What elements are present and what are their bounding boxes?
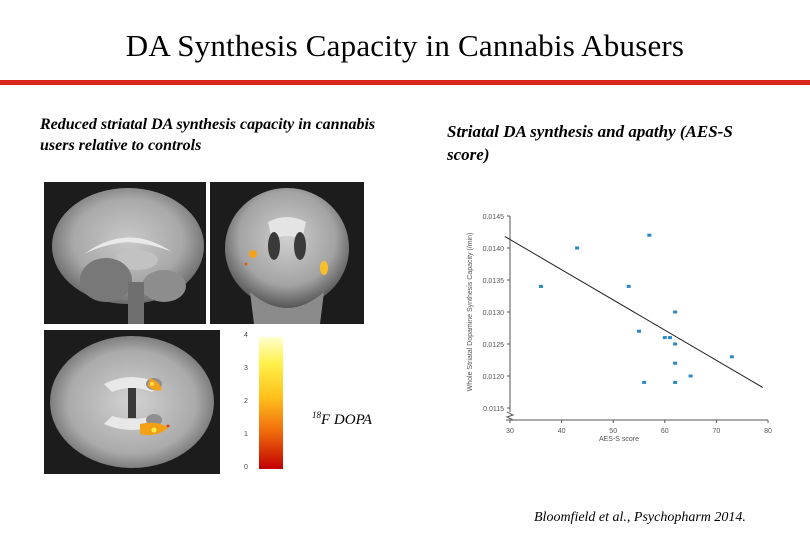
colorbar-tick: 4 [244,332,248,339]
data-point [673,380,678,384]
scatter-plot: 0.0115 0.0120 0.0125 0.0130 0.0135 0.0140 0.01… [467,214,772,443]
data-point [647,233,652,237]
y-tick-label: 0.0140 [483,246,505,253]
title-divider [0,80,810,85]
data-point [673,342,678,346]
trend-line [504,236,764,388]
data-point [642,380,647,384]
right-caption: Striatal DA synthesis and apathy (AES-S … [447,122,733,164]
axis-break-mark [505,411,515,421]
data-point [538,284,543,288]
colorbar-tick: 1 [244,431,248,438]
data-point [688,374,693,378]
x-tick-label: 60 [661,428,669,435]
colorbar-tick: 2 [244,398,248,405]
data-point [667,336,672,340]
slide-title: DA Synthesis Capacity in Cannabis Abuser… [125,28,685,63]
y-axis-label: Whole Striatal Dopamine Synthesis Capaci… [467,233,474,392]
x-tick-label: 70 [713,428,721,435]
x-axis-label: AES-S score [599,436,639,443]
data-point [575,246,580,250]
intensity-colorbar [259,337,283,469]
y-tick-label: 0.0130 [483,310,505,317]
data-point [662,336,667,340]
data-point [626,284,631,288]
x-tick-label: 40 [558,428,566,435]
brain-scan-figure: 4 3 2 1 0 [40,180,368,476]
data-point [637,329,641,333]
coronal-brain-slice [210,182,364,324]
sagittal-brain-slice [44,182,206,324]
data-point [729,355,734,359]
y-tick-label: 0.0135 [483,278,505,285]
x-tick-label: 50 [609,428,617,435]
tracer-name: F DOPA [321,412,372,428]
x-tick-label: 30 [506,428,514,435]
x-tick-label: 80 [764,428,772,435]
axial-brain-slice [44,330,220,474]
y-tick-label: 0.0120 [483,374,505,381]
y-tick-label: 0.0115 [483,406,504,413]
citation: Bloomfield et al., Psychopharm 2014. [534,510,746,525]
colorbar-tick: 0 [244,464,248,471]
y-tick-label: 0.0145 [483,214,505,221]
y-tick-label: 0.0125 [483,342,505,349]
tracer-label: 18F DOPA [312,410,372,429]
colorbar-tick: 3 [244,365,248,372]
left-caption: Reduced striatal DA synthesis capacity i… [40,116,376,154]
tracer-isotope-superscript: 18 [312,410,321,420]
data-point [673,361,678,365]
data-point [673,310,678,314]
